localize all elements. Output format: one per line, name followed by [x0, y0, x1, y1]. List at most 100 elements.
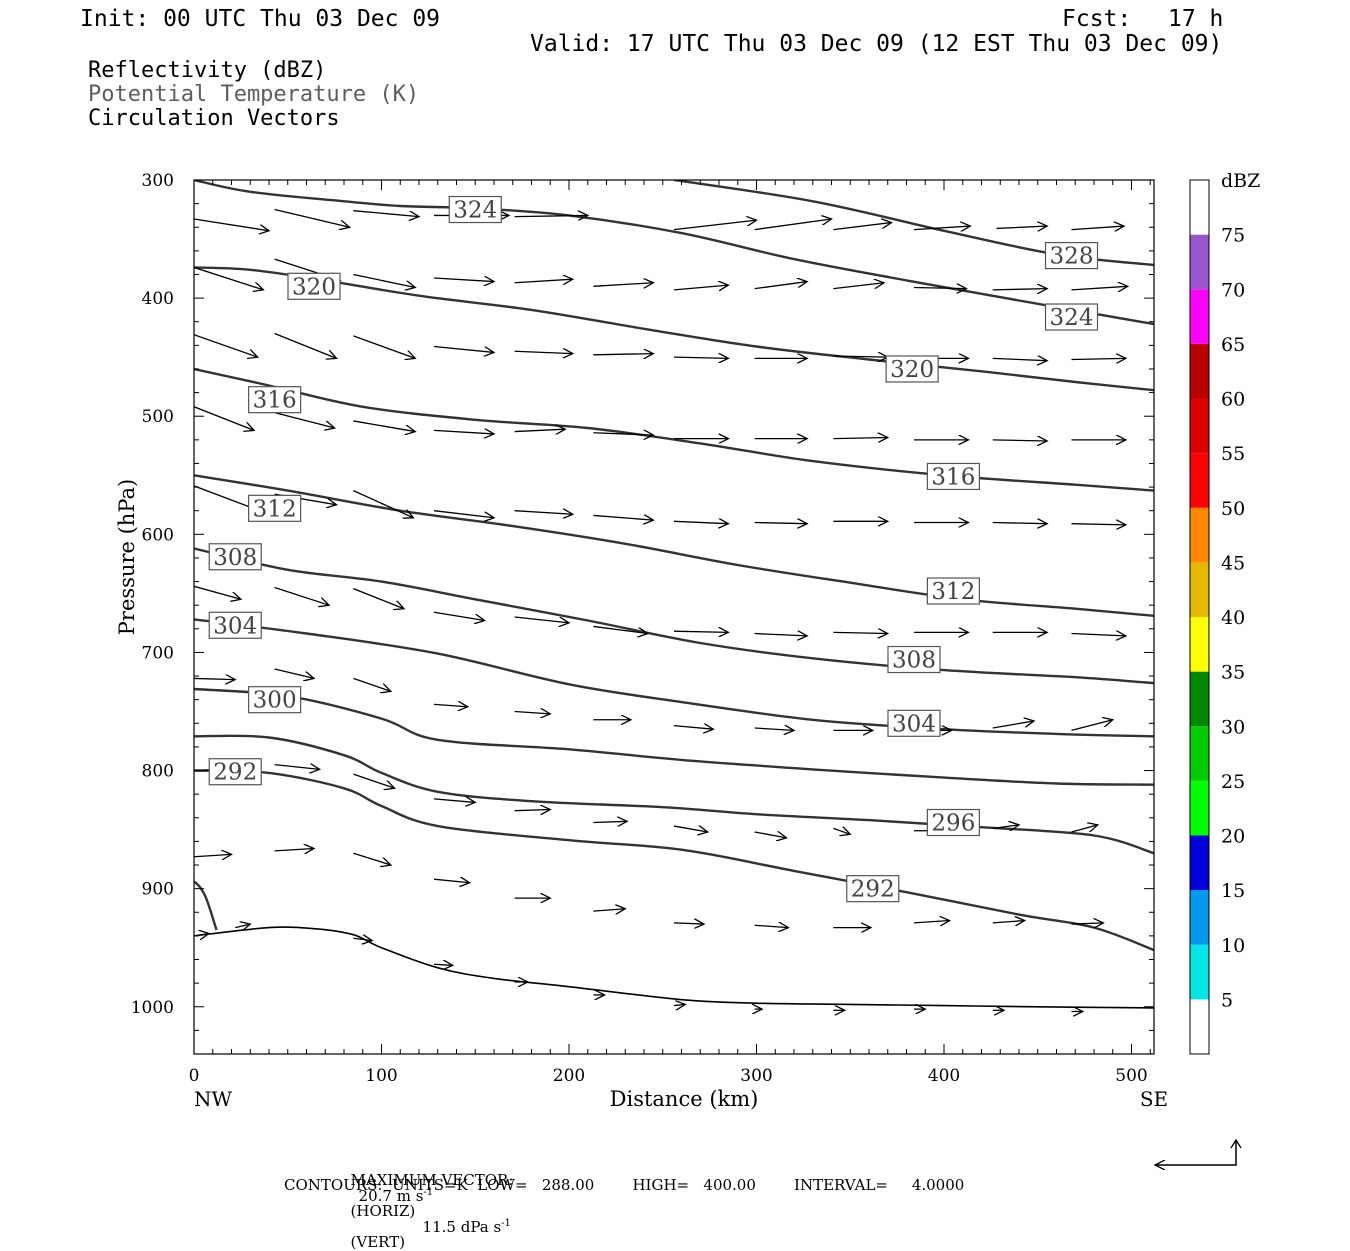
plot-frame — [193, 179, 1155, 1055]
x-axis-left-direction-label: NW — [194, 1087, 233, 1111]
circulation-vector — [593, 433, 653, 435]
vector-layer — [194, 208, 1128, 1012]
circulation-vector — [754, 282, 808, 290]
circulation-vector — [514, 810, 551, 811]
circulation-vector — [593, 625, 647, 633]
contour-label-box — [926, 577, 980, 605]
circulation-vector — [194, 585, 241, 599]
contour-label-box — [287, 272, 341, 300]
contour-label-box — [926, 808, 980, 837]
circulation-vector — [673, 220, 757, 231]
circulation-vector — [433, 278, 494, 282]
y-tick-label: 600 — [142, 525, 174, 545]
circulation-vector — [514, 711, 551, 713]
colorbar-level-label: 35 — [1221, 662, 1245, 684]
circulation-vector — [996, 226, 1048, 228]
circulation-vector — [673, 521, 728, 523]
contour-label-320: 320 — [890, 357, 934, 383]
colorbar-level-label: 15 — [1221, 880, 1245, 902]
circulation-vector — [274, 668, 314, 678]
circulation-vector — [593, 821, 627, 822]
contour-label-316: 316 — [931, 464, 975, 490]
circulation-vector — [754, 925, 789, 927]
circulation-vector — [433, 430, 494, 434]
y-tick-label: 400 — [142, 289, 174, 309]
circulation-vector — [1071, 634, 1126, 636]
contour-label-box — [1044, 241, 1099, 270]
y-tick-label: 900 — [142, 880, 174, 900]
circulation-vector — [433, 345, 494, 353]
circulation-vector — [514, 616, 569, 623]
x-tick-label: 300 — [740, 1066, 772, 1086]
y-tick-label: 800 — [142, 762, 174, 782]
contour-label-324: 324 — [1050, 305, 1094, 331]
circulation-vector — [433, 964, 453, 965]
isentrope-308 — [194, 547, 1154, 685]
circulation-vector — [433, 879, 470, 883]
colorbar-swatch — [1190, 562, 1209, 617]
circulation-vector — [194, 678, 235, 679]
colorbar-swatch — [1190, 835, 1209, 891]
circulation-vector — [754, 219, 832, 231]
isentrope-324 — [194, 180, 1154, 326]
circulation-vector — [353, 852, 391, 865]
circulation-vector — [913, 921, 950, 923]
contour-label-320: 320 — [292, 274, 336, 300]
colorbar-level-label: 55 — [1221, 443, 1245, 465]
circulation-vector — [194, 334, 258, 357]
contour-label-308: 308 — [213, 545, 257, 571]
circulation-vector — [514, 429, 566, 431]
terrain-surface-line — [193, 926, 1155, 1009]
contour-label-316: 316 — [253, 388, 297, 414]
isentrope-312 — [194, 474, 1154, 617]
colorbar-swatch — [1190, 180, 1209, 235]
circulation-vector — [1071, 226, 1125, 230]
circulation-vector — [833, 283, 884, 290]
circulation-vector — [1071, 358, 1126, 359]
colorbar-level-label: 25 — [1221, 771, 1245, 793]
circulation-vector — [593, 515, 653, 520]
vert-max-value: 11.5 dPa s — [422, 1218, 502, 1236]
colorbar-level-label: 60 — [1221, 389, 1245, 411]
circulation-vector — [673, 285, 728, 290]
circulation-vector — [235, 924, 250, 928]
circulation-vector — [913, 226, 970, 230]
circulation-vector — [754, 728, 794, 730]
contour-label-layer: 328 324 324 320 320 316 316 312 312 308 308 304 304 3… — [208, 195, 1099, 903]
circulation-vector — [353, 938, 372, 940]
circulation-vector — [353, 773, 394, 788]
colorbar-level-label: 75 — [1221, 225, 1245, 247]
circulation-vector — [194, 218, 269, 231]
circulation-vector — [754, 832, 787, 838]
contour-label-304: 304 — [892, 711, 936, 737]
colorbar-swatch — [1190, 999, 1209, 1054]
x-tick-label: 0 — [189, 1066, 200, 1086]
circulation-vector — [833, 356, 887, 357]
circulation-vector — [433, 611, 485, 620]
terrain-layer — [193, 880, 1155, 1009]
colorbar-level-label: 45 — [1221, 552, 1245, 574]
circulation-vector — [833, 223, 891, 231]
contour-label-box — [248, 686, 302, 714]
max-vector-label: MAXIMUM VECTOR: — [350, 1171, 514, 1189]
circulation-vector — [274, 208, 350, 228]
circulation-vector — [194, 854, 232, 856]
contour-label-box — [208, 611, 262, 639]
circulation-vector — [754, 634, 808, 636]
colorbar-swatch — [1190, 780, 1209, 836]
init-time: Init: 00 UTC Thu 03 Dec 09 — [80, 6, 441, 32]
circulation-vector — [1071, 720, 1113, 732]
colorbar-level-label: 70 — [1221, 279, 1245, 301]
circulation-vector — [514, 351, 573, 353]
field-circulation-vectors-title: Circulation Vectors — [88, 106, 340, 131]
contour-label-292: 292 — [851, 877, 895, 903]
contour-label-box — [1044, 303, 1099, 331]
contour-label-box — [248, 386, 302, 414]
circulation-vector — [992, 440, 1047, 441]
x-tick-label: 200 — [553, 1066, 585, 1086]
x-axis-title: Distance (km) — [610, 1087, 759, 1111]
circulation-vector — [514, 215, 588, 216]
circulation-vector — [913, 287, 967, 288]
circulation-vector — [992, 825, 1019, 829]
field-potential-temperature-title: Potential Temperature (K) — [88, 82, 420, 107]
